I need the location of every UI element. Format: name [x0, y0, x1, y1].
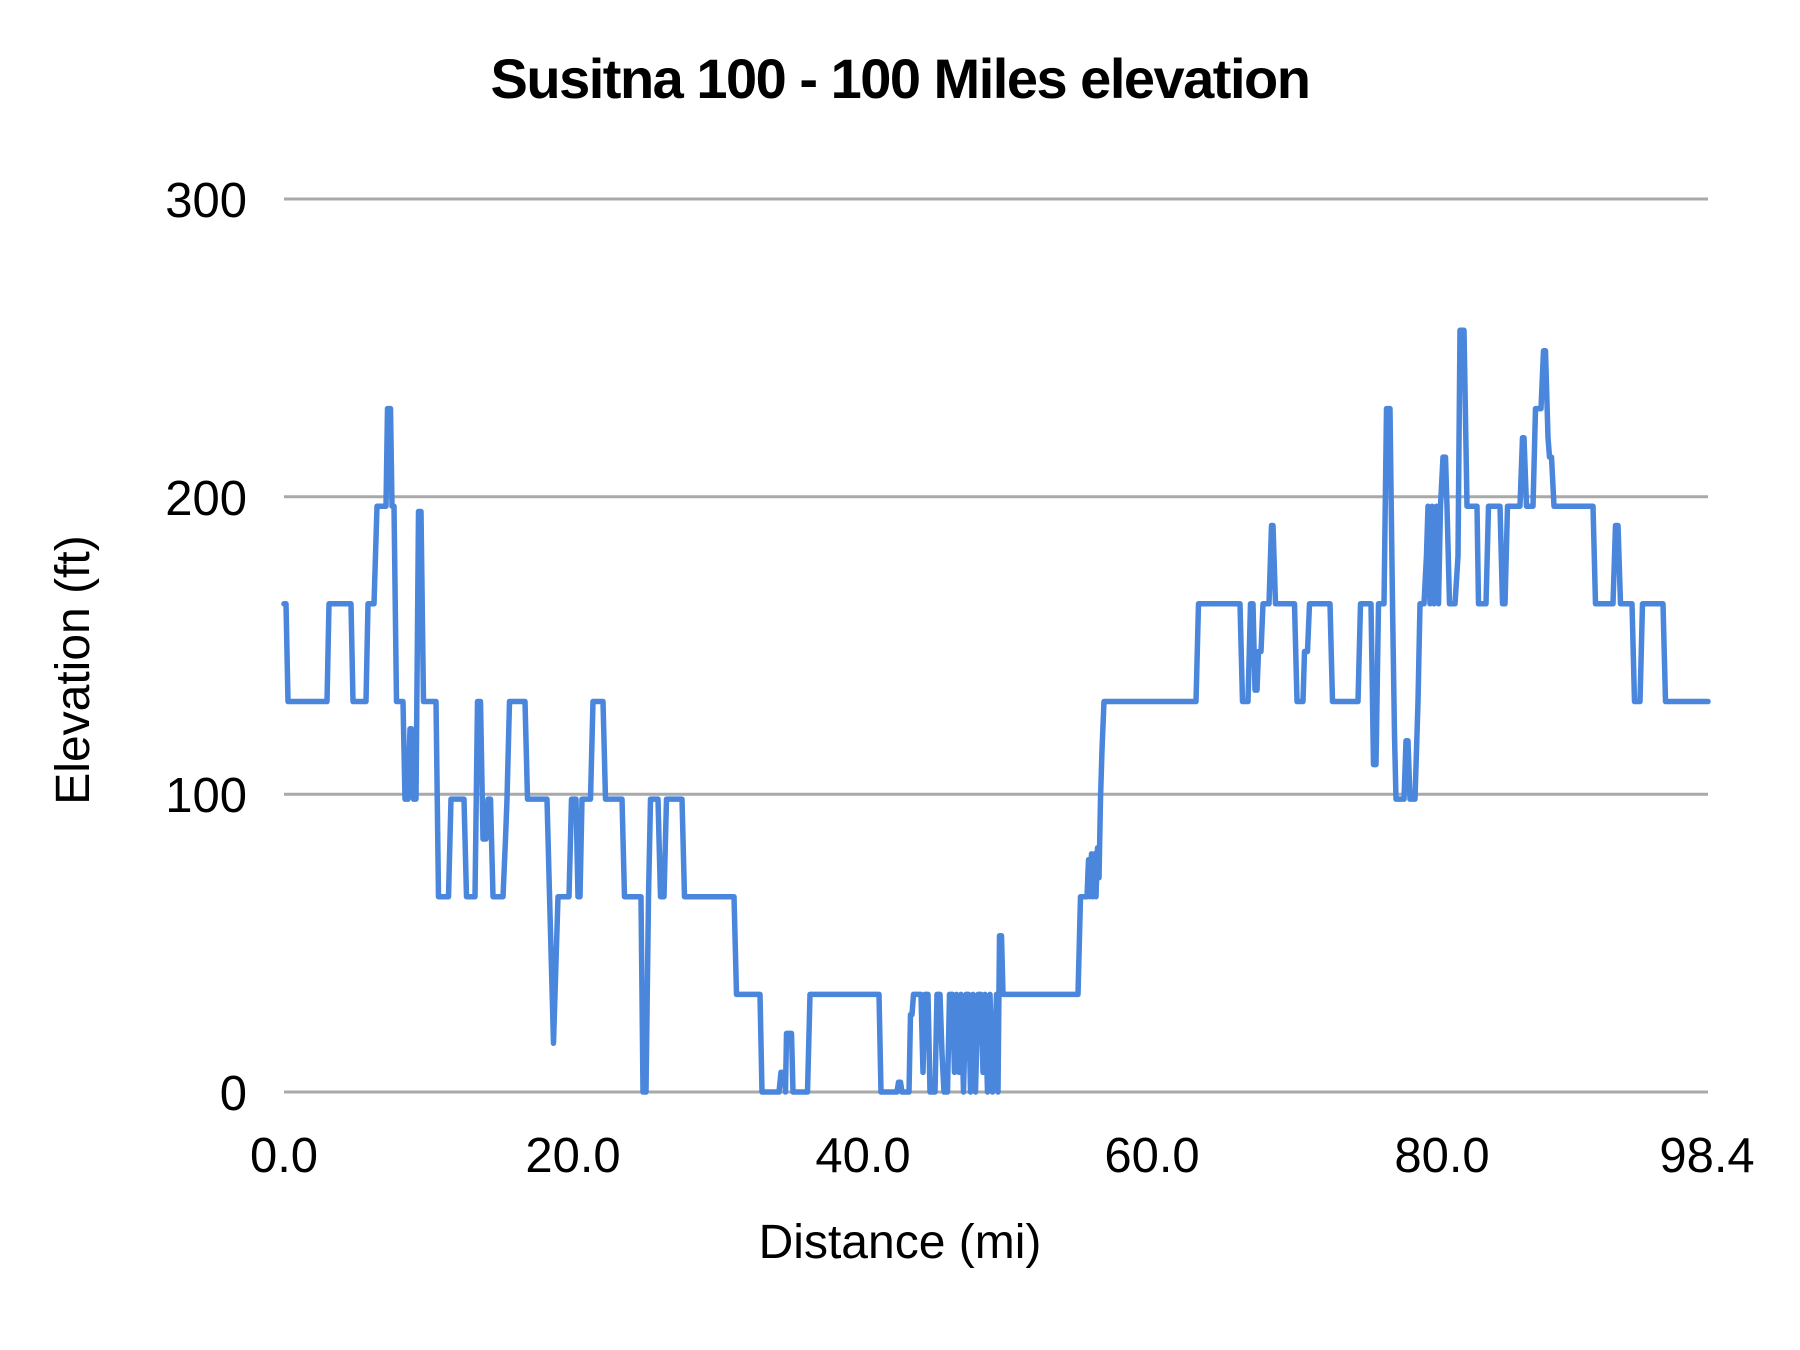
svg-text:60.0: 60.0 [1104, 1129, 1199, 1183]
svg-text:100: 100 [165, 769, 247, 823]
svg-text:Distance (mi): Distance (mi) [759, 1216, 1042, 1269]
svg-text:Susitna 100 - 100 Miles elevat: Susitna 100 - 100 Miles elevation [491, 47, 1310, 110]
svg-text:200: 200 [165, 472, 247, 526]
svg-text:80.0: 80.0 [1394, 1129, 1489, 1183]
svg-text:Elevation (ft): Elevation (ft) [47, 535, 100, 804]
svg-text:40.0: 40.0 [815, 1129, 910, 1183]
svg-text:300: 300 [165, 174, 247, 228]
svg-text:0.0: 0.0 [250, 1129, 318, 1183]
svg-text:98.4: 98.4 [1659, 1129, 1754, 1183]
svg-text:0: 0 [220, 1067, 247, 1121]
svg-text:20.0: 20.0 [525, 1129, 620, 1183]
